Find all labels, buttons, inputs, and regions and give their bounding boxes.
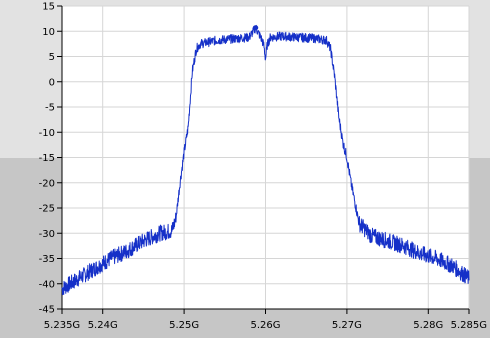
y-tick-label: -25: [39, 204, 55, 215]
x-tick-label: 5.28G: [413, 320, 443, 331]
x-tick-label: 5.26G: [250, 320, 280, 331]
y-tick-label: 15: [42, 2, 55, 13]
peak-marker: [253, 25, 259, 31]
y-tick-label: 0: [49, 77, 55, 88]
y-tick-label: -40: [39, 279, 55, 290]
y-tick-label: 5: [49, 52, 55, 63]
series-group: [61, 24, 470, 296]
x-axis-ticks: 5.235G 5.24G 5.25G 5.26G 5.27G 5.28G 5.285G: [44, 309, 487, 331]
x-tick-label: 5.285G: [451, 320, 487, 331]
x-tick-label: 5.24G: [88, 320, 118, 331]
y-tick-label: -15: [39, 153, 55, 164]
x-tick-label: 5.27G: [332, 320, 362, 331]
y-tick-label: -30: [39, 229, 55, 240]
y-tick-label: -35: [39, 254, 55, 265]
x-tick-label: 5.25G: [169, 320, 199, 331]
spectrum-trace: [61, 24, 470, 296]
y-tick-label: -20: [39, 178, 55, 189]
y-tick-label: -10: [39, 128, 55, 139]
y-tick-label: 10: [42, 27, 55, 38]
y-tick-label: -45: [39, 305, 55, 316]
x-tick-label: 5.235G: [44, 320, 80, 331]
y-tick-label: -5: [45, 103, 55, 114]
y-axis-ticks: 15 10 5 0 -5 -10 -15 -20 -25 -30 -35 -40 -45: [39, 2, 62, 316]
